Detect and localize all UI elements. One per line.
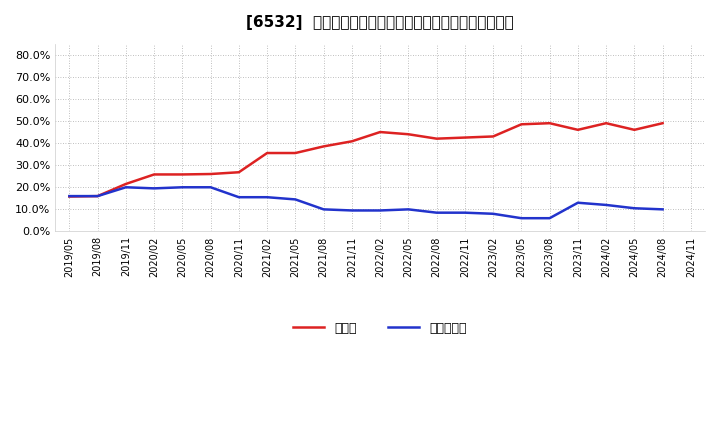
現預金 (291, 150, 300, 156)
有利子負債 (150, 186, 158, 191)
有利子負債 (319, 207, 328, 212)
Line: 現預金: 現預金 (69, 123, 662, 197)
現預金 (319, 144, 328, 149)
現預金 (235, 169, 243, 175)
現預金 (602, 121, 611, 126)
有利子負債 (574, 200, 582, 205)
有利子負債 (602, 202, 611, 208)
現預金 (263, 150, 271, 156)
有利子負債 (517, 216, 526, 221)
有利子負債 (658, 207, 667, 212)
有利子負債 (545, 216, 554, 221)
現預金 (461, 135, 469, 140)
現預金 (574, 127, 582, 132)
現預金 (122, 181, 130, 187)
有利子負債 (65, 194, 73, 199)
有利子負債 (404, 207, 413, 212)
現預金 (94, 194, 102, 199)
現預金 (178, 172, 186, 177)
現預金 (432, 136, 441, 141)
現預金 (489, 134, 498, 139)
現預金 (517, 122, 526, 127)
有利子負債 (94, 194, 102, 199)
有利子負債 (630, 205, 639, 211)
有利子負債 (348, 208, 356, 213)
Legend: 現預金, 有利子負債: 現預金, 有利子負債 (288, 316, 472, 340)
有利子負債 (207, 185, 215, 190)
有利子負債 (489, 211, 498, 216)
有利子負債 (376, 208, 384, 213)
現預金 (545, 121, 554, 126)
有利子負債 (122, 185, 130, 190)
有利子負債 (235, 194, 243, 200)
有利子負債 (461, 210, 469, 215)
現預金 (348, 139, 356, 144)
現預金 (150, 172, 158, 177)
Line: 有利子負債: 有利子負債 (69, 187, 662, 218)
有利子負債 (432, 210, 441, 215)
現預金 (630, 127, 639, 132)
現預金 (404, 132, 413, 137)
Title: [6532]  現預金、有利子負債の総資産に対する比率の推移: [6532] 現預金、有利子負債の総資産に対する比率の推移 (246, 15, 514, 30)
有利子負債 (291, 197, 300, 202)
有利子負債 (178, 185, 186, 190)
現預金 (376, 129, 384, 135)
現預金 (207, 171, 215, 176)
現預金 (65, 194, 73, 199)
有利子負債 (263, 194, 271, 200)
現預金 (658, 121, 667, 126)
